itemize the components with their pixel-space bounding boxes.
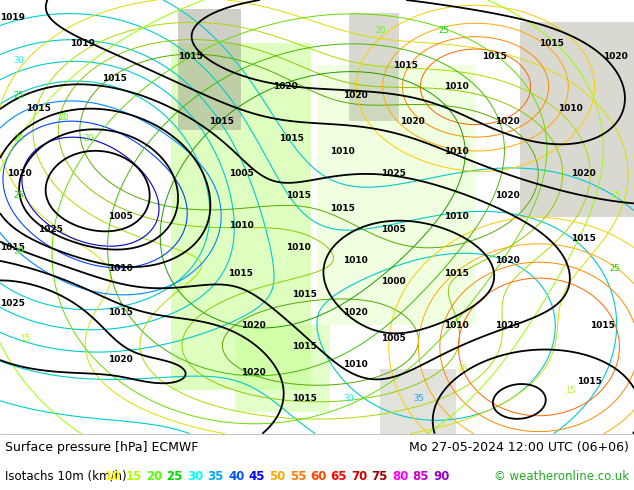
Text: 1010: 1010 (330, 147, 355, 156)
Text: 1010: 1010 (342, 360, 368, 369)
Text: 30: 30 (14, 56, 24, 65)
Text: 1015: 1015 (444, 269, 469, 278)
Text: 1015: 1015 (101, 74, 127, 82)
Text: 1020: 1020 (241, 368, 266, 377)
Text: 1025: 1025 (38, 225, 63, 234)
Text: Surface pressure [hPa] ECMWF: Surface pressure [hPa] ECMWF (5, 441, 198, 454)
Text: 55: 55 (290, 470, 306, 483)
Text: 1015: 1015 (228, 269, 254, 278)
Text: 40: 40 (228, 470, 245, 483)
Text: 1015: 1015 (279, 134, 304, 143)
Text: 1015: 1015 (209, 117, 235, 126)
Text: 25: 25 (610, 265, 620, 273)
Text: 1019: 1019 (70, 39, 95, 48)
Text: 1015: 1015 (25, 104, 51, 113)
Text: 1005: 1005 (228, 169, 254, 178)
Text: Mo 27-05-2024 12:00 UTC (06+06): Mo 27-05-2024 12:00 UTC (06+06) (409, 441, 629, 454)
Text: 10: 10 (105, 470, 121, 483)
Text: 1020: 1020 (342, 91, 368, 100)
Text: 1015: 1015 (590, 321, 615, 330)
Text: 60: 60 (310, 470, 327, 483)
Text: 1015: 1015 (393, 61, 418, 70)
Bar (178, 9, 241, 130)
Text: 1010: 1010 (342, 256, 368, 265)
Text: 20: 20 (14, 247, 24, 256)
Text: 35: 35 (413, 394, 424, 403)
Text: 20: 20 (375, 26, 385, 35)
Text: 25: 25 (14, 191, 24, 199)
Text: 1015: 1015 (0, 243, 25, 252)
Text: 35: 35 (207, 470, 224, 483)
Text: 15: 15 (610, 191, 620, 199)
Text: Isotachs 10m (km/h): Isotachs 10m (km/h) (5, 470, 127, 483)
Text: 1015: 1015 (292, 343, 317, 351)
Text: 15: 15 (126, 470, 142, 483)
Text: 75: 75 (372, 470, 388, 483)
Text: 65: 65 (330, 470, 347, 483)
Text: 1015: 1015 (178, 52, 203, 61)
Text: 1015: 1015 (292, 291, 317, 299)
Text: 1020: 1020 (273, 82, 298, 91)
Text: 1005: 1005 (108, 212, 133, 221)
Text: 1015: 1015 (108, 308, 133, 317)
Bar (317, 65, 476, 325)
Text: 1020: 1020 (399, 117, 425, 126)
Text: 20: 20 (146, 470, 162, 483)
Bar (349, 13, 399, 122)
Text: 25: 25 (167, 470, 183, 483)
Text: 1015: 1015 (577, 377, 602, 386)
Text: 50: 50 (269, 470, 285, 483)
Text: 1020: 1020 (241, 321, 266, 330)
Text: 20: 20 (84, 134, 94, 143)
Text: 1015: 1015 (285, 191, 311, 199)
Text: 1010: 1010 (558, 104, 583, 113)
Bar (380, 368, 456, 434)
Text: 20: 20 (14, 134, 24, 143)
Text: 30: 30 (187, 470, 204, 483)
Text: 1010: 1010 (444, 82, 469, 91)
Text: 1020: 1020 (342, 308, 368, 317)
Text: 1000: 1000 (381, 277, 405, 286)
Text: 1010: 1010 (228, 221, 254, 230)
Text: 1025: 1025 (495, 321, 520, 330)
Text: 1005: 1005 (380, 334, 406, 343)
Text: 85: 85 (413, 470, 429, 483)
Text: 1010: 1010 (444, 212, 469, 221)
Text: 1015: 1015 (571, 234, 596, 243)
Text: 1010: 1010 (444, 147, 469, 156)
Text: 1005: 1005 (380, 225, 406, 234)
Text: 1015: 1015 (330, 204, 355, 213)
Text: 1020: 1020 (495, 117, 520, 126)
Text: 1025: 1025 (0, 299, 25, 308)
Text: 1020: 1020 (602, 52, 628, 61)
Text: 70: 70 (351, 470, 367, 483)
Text: 1020: 1020 (571, 169, 596, 178)
Text: 1015: 1015 (539, 39, 564, 48)
Text: 1010: 1010 (444, 321, 469, 330)
Text: 20: 20 (58, 113, 68, 122)
Text: 1020: 1020 (108, 355, 133, 365)
Bar (235, 325, 330, 412)
Text: © weatheronline.co.uk: © weatheronline.co.uk (494, 470, 629, 483)
Text: 15: 15 (458, 364, 468, 373)
Text: 1020: 1020 (6, 169, 32, 178)
Text: 1015: 1015 (482, 52, 507, 61)
Text: 1010: 1010 (285, 243, 311, 252)
Text: 1020: 1020 (495, 191, 520, 199)
Text: 1025: 1025 (380, 169, 406, 178)
Text: 25: 25 (439, 26, 449, 35)
Text: 15: 15 (566, 386, 576, 395)
Bar (520, 22, 634, 217)
Text: 1015: 1015 (292, 394, 317, 403)
Text: 1020: 1020 (495, 256, 520, 265)
Bar (171, 43, 311, 390)
Text: 45: 45 (249, 470, 265, 483)
Text: 25: 25 (14, 91, 24, 100)
Text: 30: 30 (344, 394, 354, 403)
Text: 80: 80 (392, 470, 408, 483)
Text: 90: 90 (433, 470, 450, 483)
Text: 1019: 1019 (0, 13, 25, 22)
Text: 15: 15 (20, 334, 30, 343)
Text: 1010: 1010 (108, 265, 133, 273)
